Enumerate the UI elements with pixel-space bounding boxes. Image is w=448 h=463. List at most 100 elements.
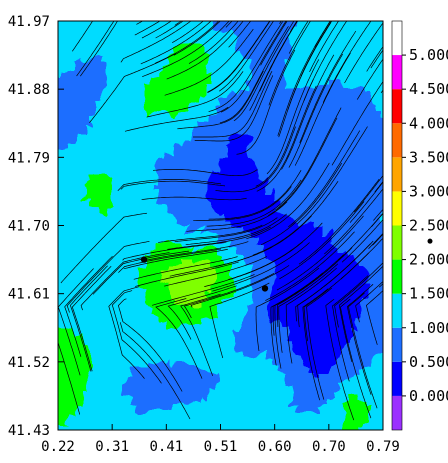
contour-cell xyxy=(76,312,84,320)
contour-cell xyxy=(146,60,154,68)
contour-cell xyxy=(83,39,91,47)
contour-cell xyxy=(62,389,70,397)
contour-cell xyxy=(370,277,378,285)
contour-cell xyxy=(237,438,245,446)
contour-cell xyxy=(181,319,189,327)
contour-cell xyxy=(293,270,301,278)
contour-cell xyxy=(314,368,322,376)
streamline xyxy=(60,212,148,284)
contour-cell xyxy=(251,305,259,313)
contour-cell xyxy=(146,312,154,320)
contour-cell xyxy=(272,298,280,306)
contour-cell xyxy=(97,11,105,19)
contour-cell xyxy=(76,151,84,159)
contour-cell xyxy=(195,102,203,110)
contour-cell xyxy=(174,11,182,19)
contour-cell xyxy=(118,11,126,19)
contour-cell xyxy=(314,221,322,229)
contour-cell xyxy=(146,375,154,383)
contour-cell xyxy=(90,60,98,68)
contour-cell xyxy=(300,340,308,348)
contour-cell xyxy=(202,123,210,131)
contour-cell xyxy=(83,340,91,348)
contour-cell xyxy=(58,277,63,285)
contour-cell xyxy=(139,158,147,166)
contour-cell xyxy=(314,333,322,341)
contour-cell xyxy=(216,284,224,292)
contour-cell xyxy=(328,312,336,320)
contour-cell xyxy=(314,431,322,439)
contour-cell xyxy=(160,193,168,201)
contour-cell xyxy=(272,312,280,320)
contour-cell xyxy=(377,137,383,145)
contour-cell xyxy=(58,368,63,376)
contour-cell xyxy=(265,424,273,430)
contour-cell xyxy=(209,53,217,61)
contour-cell xyxy=(188,270,196,278)
contour-cell xyxy=(356,305,364,313)
contour-cell xyxy=(188,410,196,418)
contour-cell xyxy=(90,326,98,334)
contour-cell xyxy=(216,277,224,285)
contour-cell xyxy=(370,298,378,306)
contour-cell xyxy=(300,151,308,159)
contour-cell xyxy=(202,67,210,75)
contour-cell xyxy=(62,165,70,173)
contour-cell xyxy=(181,39,189,47)
contour-cell xyxy=(321,130,329,138)
contour-cell xyxy=(279,95,287,103)
contour-cell xyxy=(307,46,315,54)
streamline xyxy=(272,254,344,336)
contour-cell xyxy=(258,382,266,390)
contour-cell xyxy=(328,340,336,348)
contour-cell xyxy=(293,291,301,299)
contour-cell xyxy=(195,165,203,173)
contour-cell xyxy=(132,172,140,180)
contour-cell xyxy=(328,74,336,82)
contour-cell xyxy=(62,424,70,430)
contour-cell xyxy=(286,368,294,376)
contour-cell xyxy=(384,354,392,362)
contour-cell xyxy=(90,305,98,313)
contour-cell xyxy=(76,25,84,33)
contour-cell xyxy=(76,340,84,348)
contour-cell xyxy=(90,256,98,264)
contour-cell xyxy=(265,263,273,271)
contour-cell xyxy=(104,277,112,285)
contour-cell xyxy=(384,74,392,82)
contour-cell xyxy=(293,25,301,33)
contour-cell xyxy=(202,417,210,425)
contour-cell xyxy=(279,74,287,82)
contour-cell xyxy=(97,95,105,103)
contour-cell xyxy=(237,221,245,229)
contour-cell xyxy=(279,284,287,292)
contour-cell xyxy=(111,368,119,376)
contour-cell xyxy=(188,368,196,376)
contour-cell xyxy=(62,277,70,285)
contour-cell xyxy=(153,46,161,54)
contour-cell xyxy=(160,200,168,208)
contour-cell xyxy=(356,102,364,110)
contour-cell xyxy=(328,88,336,96)
contour-cell xyxy=(181,137,189,145)
contour-cell xyxy=(188,319,196,327)
contour-cell xyxy=(195,417,203,425)
contour-cell xyxy=(293,228,301,236)
contour-cell xyxy=(174,410,182,418)
contour-cell xyxy=(104,382,112,390)
contour-cell xyxy=(58,158,63,166)
contour-cell xyxy=(125,326,133,334)
contour-cell xyxy=(293,354,301,362)
contour-cell xyxy=(370,424,378,430)
contour-cell xyxy=(293,403,301,411)
contour-cell xyxy=(97,32,105,40)
contour-cell xyxy=(258,298,266,306)
contour-cell xyxy=(83,417,91,425)
contour-cell xyxy=(230,396,238,404)
contour-cell xyxy=(181,326,189,334)
contour-cell xyxy=(265,228,273,236)
contour-cell xyxy=(202,319,210,327)
contour-cell xyxy=(181,249,189,257)
contour-cell xyxy=(307,389,315,397)
